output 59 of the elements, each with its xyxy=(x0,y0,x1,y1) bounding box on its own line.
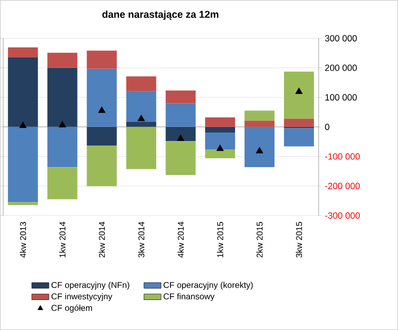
bar xyxy=(126,76,156,92)
bar xyxy=(166,90,196,104)
y-tick-label: -200 000 xyxy=(325,182,360,190)
bar xyxy=(8,58,38,127)
point xyxy=(295,88,303,94)
y-tick-label: 200 000 xyxy=(325,64,357,72)
y-tick-label: 300 000 xyxy=(325,35,357,42)
bar xyxy=(86,68,117,127)
y-tick-label: 100 000 xyxy=(325,94,357,101)
bar xyxy=(166,103,196,127)
bar xyxy=(205,132,236,150)
chart-title: dane narastające za 12m xyxy=(102,10,218,20)
bar xyxy=(86,126,117,146)
x-tick-label: 2kw 2014 xyxy=(98,222,105,258)
point xyxy=(58,120,66,128)
bar xyxy=(166,141,196,176)
point xyxy=(138,114,145,122)
x-tick-label: 4kw 2014 xyxy=(178,222,184,258)
bar xyxy=(205,150,236,158)
y-tick-label: 0 xyxy=(325,124,330,130)
bar xyxy=(244,120,275,127)
x-tick-label: 3kw 2015 xyxy=(296,222,302,258)
bar xyxy=(244,110,275,121)
legend-label: CF finansowy xyxy=(164,293,215,302)
x-tick-label: 1kw 2015 xyxy=(216,222,224,258)
bar xyxy=(284,72,314,119)
bar xyxy=(244,126,275,168)
point xyxy=(19,122,27,128)
bar xyxy=(8,47,38,58)
bar xyxy=(284,118,314,127)
point xyxy=(98,106,106,113)
bar xyxy=(284,128,314,146)
bar xyxy=(126,91,156,122)
y-tick-label: -300 000 xyxy=(325,212,360,219)
point xyxy=(256,146,264,154)
bar xyxy=(8,202,38,206)
bar xyxy=(86,146,117,186)
point xyxy=(216,144,224,151)
x-tick-label: 1kw 2014 xyxy=(59,222,66,258)
legend-label: CF ogółem xyxy=(52,304,92,313)
bar xyxy=(126,126,156,170)
legend-label: CF operacyjny (korekty) xyxy=(164,282,253,290)
point xyxy=(177,134,184,141)
y-tick-label: -100 000 xyxy=(325,153,360,160)
bar xyxy=(205,126,236,133)
bar xyxy=(47,126,78,168)
legend-label: CF operacyjny (NFn) xyxy=(52,282,130,290)
bar xyxy=(126,122,156,127)
bar xyxy=(8,126,38,202)
bar xyxy=(205,117,236,127)
x-tick-label: 4kw 2013 xyxy=(20,222,26,258)
x-tick-label: 3kw 2014 xyxy=(138,222,144,258)
bar xyxy=(47,167,78,200)
bar xyxy=(166,126,196,142)
x-tick-label: 2kw 2015 xyxy=(256,222,263,258)
bar xyxy=(47,68,78,127)
bar xyxy=(86,50,117,69)
legend-label: CF inwestycyjny xyxy=(52,293,112,302)
bar xyxy=(47,52,78,68)
